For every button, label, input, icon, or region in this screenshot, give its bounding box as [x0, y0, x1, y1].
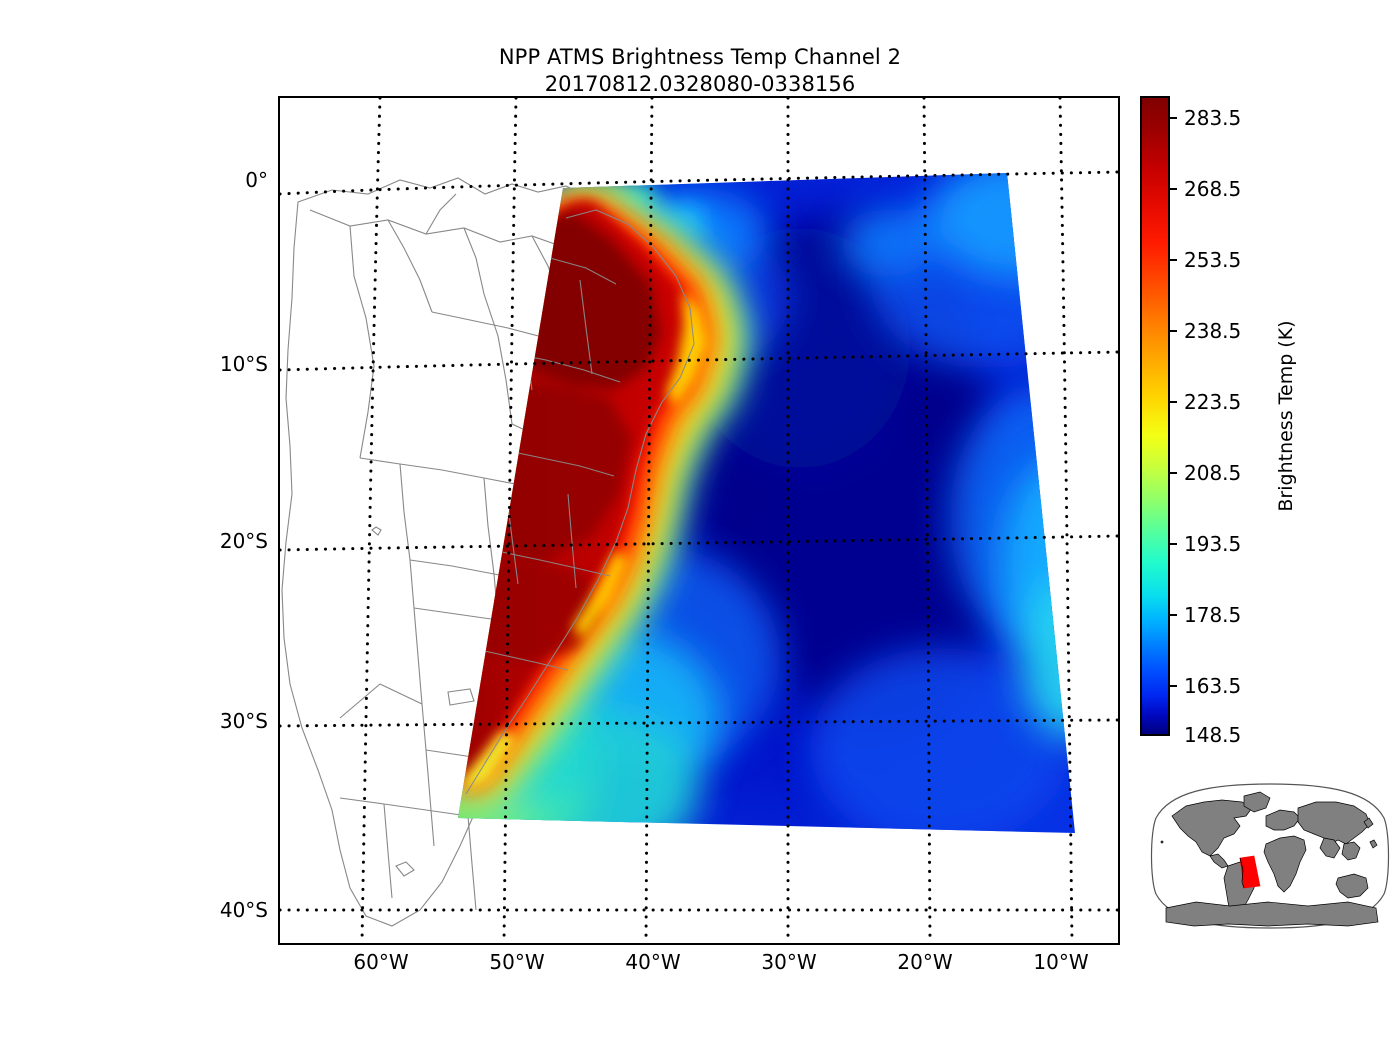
satellite-swath-data [458, 173, 1075, 833]
lat-label-0: 0° [245, 168, 268, 192]
figure-title: NPP ATMS Brightness Temp Channel 2 20170… [0, 44, 1400, 98]
colorbar-axis-title: Brightness Temp (K) [1275, 320, 1297, 512]
cb-label-268-5: 268.5 [1184, 177, 1242, 201]
lat-label-20s: 20°S [219, 529, 268, 553]
cb-tick-mark-4 [1168, 401, 1177, 403]
cb-label-223-5: 223.5 [1184, 390, 1242, 414]
lat-label-30s: 30°S [219, 709, 268, 733]
graticule-layer [280, 98, 1118, 943]
title-line-2: 20170812.0328080-0338156 [544, 72, 856, 96]
cb-tick-mark-3 [1168, 330, 1177, 332]
cb-tick-mark-5 [1168, 472, 1177, 474]
cb-label-283-5: 283.5 [1184, 106, 1242, 130]
inset-world-map[interactable] [1148, 782, 1392, 930]
cb-tick-mark-7 [1168, 614, 1177, 616]
lat-label-40s: 40°S [219, 898, 268, 922]
lon-label-40w: 40°W [625, 950, 681, 974]
cb-label-178-5: 178.5 [1184, 603, 1242, 627]
cb-label-148-5: 148.5 [1184, 723, 1242, 747]
cb-tick-mark-1 [1168, 188, 1177, 190]
cb-tick-mark-2 [1168, 259, 1177, 261]
lon-label-30w: 30°W [761, 950, 817, 974]
cb-label-238-5: 238.5 [1184, 319, 1242, 343]
lon-label-60w: 60°W [353, 950, 409, 974]
cb-label-253-5: 253.5 [1184, 248, 1242, 272]
title-line-1: NPP ATMS Brightness Temp Channel 2 [498, 45, 902, 69]
lon-label-50w: 50°W [489, 950, 545, 974]
inset-map-canvas [1150, 783, 1390, 929]
colorbar[interactable] [1140, 96, 1170, 736]
cb-tick-mark-8 [1168, 685, 1177, 687]
cb-tick-mark-6 [1168, 543, 1177, 545]
lon-label-10w: 10°W [1033, 950, 1089, 974]
colorbar-gradient [1142, 98, 1168, 734]
cb-tick-mark-0 [1168, 117, 1177, 119]
cb-label-193-5: 193.5 [1184, 532, 1242, 556]
swath-coast-overlay [1239, 857, 1245, 889]
map-plot-area[interactable] [278, 96, 1120, 945]
map-canvas [280, 98, 1118, 943]
lat-label-10s: 10°S [219, 352, 268, 376]
lon-label-20w: 20°W [897, 950, 953, 974]
cb-label-163-5: 163.5 [1184, 674, 1242, 698]
cb-label-208-5: 208.5 [1184, 461, 1242, 485]
